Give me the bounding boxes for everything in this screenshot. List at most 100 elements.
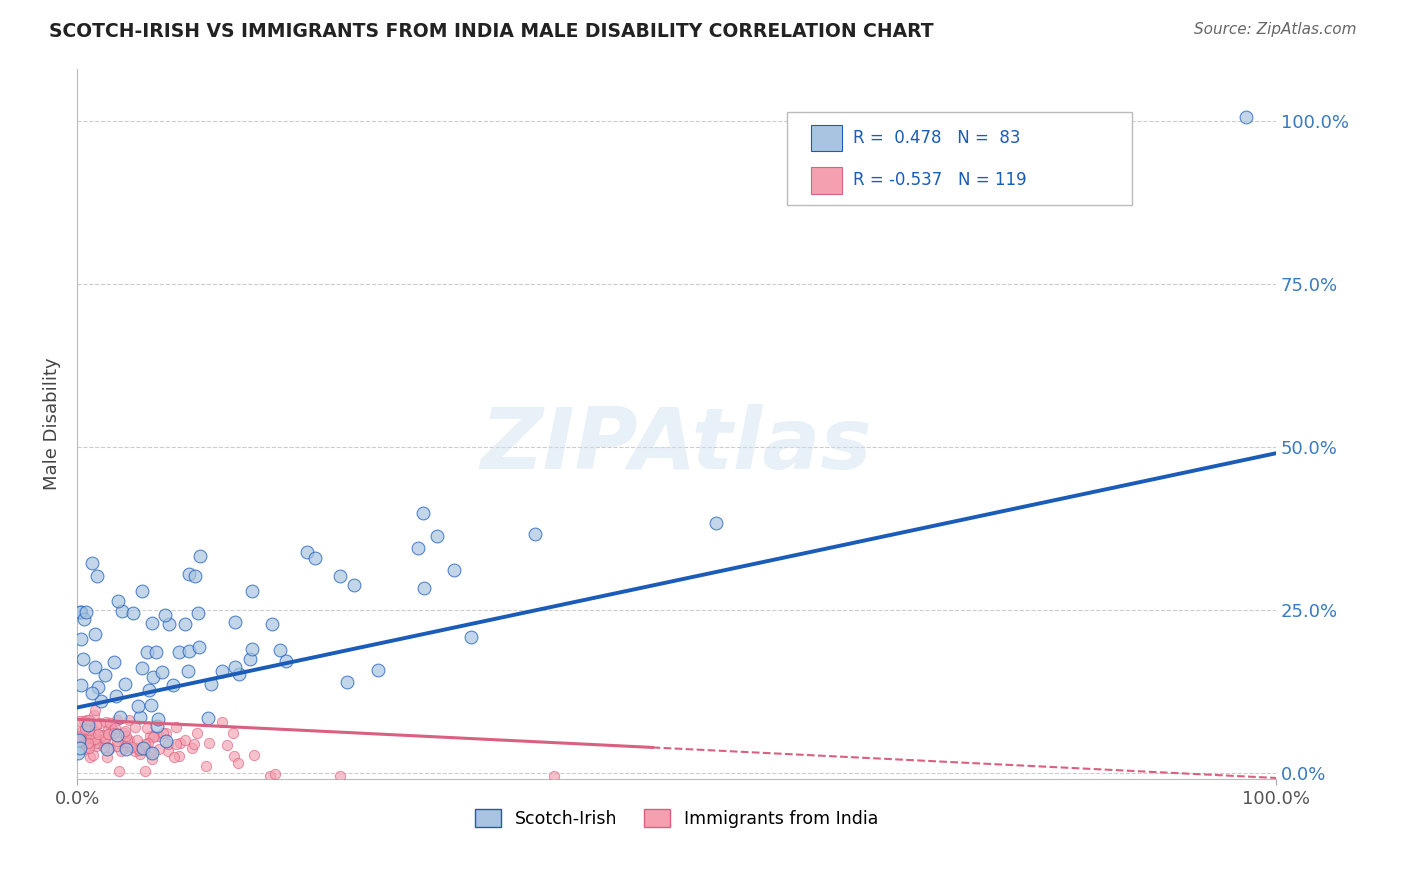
Point — [83, 626, 105, 640]
Point — [138, 744, 160, 758]
Point — [96, 742, 118, 756]
Point — [122, 606, 145, 620]
Point — [128, 710, 150, 724]
Point — [124, 743, 146, 757]
Point — [200, 677, 222, 691]
Point — [259, 769, 281, 783]
Point — [84, 731, 107, 746]
Point — [157, 616, 180, 631]
Point — [148, 713, 170, 727]
Point — [79, 736, 101, 750]
Point — [523, 526, 546, 541]
Point — [183, 569, 205, 583]
Point — [114, 735, 136, 749]
Point — [197, 736, 219, 750]
Point — [129, 747, 152, 761]
Point — [145, 719, 167, 733]
Point — [89, 716, 111, 731]
Point — [460, 630, 482, 644]
Point — [94, 714, 117, 729]
Text: ZIPAtlas: ZIPAtlas — [481, 404, 872, 487]
Point — [70, 605, 93, 619]
Point — [141, 615, 163, 630]
Point — [138, 737, 160, 751]
Point — [72, 651, 94, 665]
Point — [142, 669, 165, 683]
Point — [304, 551, 326, 566]
Point — [96, 750, 118, 764]
Point — [87, 680, 110, 694]
Point — [141, 752, 163, 766]
Point — [152, 726, 174, 740]
Point — [83, 708, 105, 723]
Point — [295, 545, 318, 559]
Point — [329, 769, 352, 783]
Point — [224, 659, 246, 673]
Point — [224, 615, 246, 629]
Point — [121, 739, 143, 754]
Point — [134, 764, 156, 779]
Point — [79, 726, 101, 740]
Point — [98, 715, 121, 730]
Point — [73, 742, 96, 756]
Point — [75, 723, 97, 737]
Point — [274, 654, 297, 668]
Point — [243, 747, 266, 762]
Point — [89, 694, 111, 708]
Point — [142, 729, 165, 743]
Point — [80, 556, 103, 570]
Point — [114, 723, 136, 738]
Point — [195, 759, 218, 773]
Point — [187, 640, 209, 655]
Point — [115, 729, 138, 743]
Point — [105, 734, 128, 748]
Point — [262, 617, 284, 632]
Point — [70, 632, 93, 647]
Point — [103, 721, 125, 735]
Point — [177, 566, 200, 581]
Point — [82, 748, 104, 763]
Point — [269, 643, 291, 657]
Point — [138, 682, 160, 697]
Point — [73, 725, 96, 739]
Point — [76, 713, 98, 727]
Point — [112, 739, 135, 754]
Point — [100, 741, 122, 756]
Point — [75, 734, 97, 748]
Point — [127, 732, 149, 747]
Point — [406, 541, 429, 556]
Point — [94, 668, 117, 682]
Point — [110, 744, 132, 758]
Point — [1234, 111, 1257, 125]
Point — [139, 729, 162, 743]
Point — [224, 749, 246, 764]
Point — [329, 568, 352, 582]
Point — [177, 643, 200, 657]
Point — [221, 726, 243, 740]
Point — [90, 728, 112, 742]
Point — [127, 741, 149, 756]
Point — [83, 731, 105, 746]
Point — [69, 730, 91, 744]
Point — [67, 733, 90, 747]
Point — [155, 733, 177, 747]
Point — [239, 651, 262, 665]
Point — [128, 743, 150, 757]
Point — [187, 607, 209, 621]
Point — [228, 667, 250, 681]
Point — [141, 746, 163, 760]
Point — [76, 718, 98, 732]
Point — [156, 737, 179, 751]
Point — [114, 677, 136, 691]
Point — [73, 612, 96, 626]
Point — [148, 742, 170, 756]
Point — [115, 741, 138, 756]
Point — [105, 728, 128, 742]
Point — [426, 529, 449, 543]
Point — [131, 583, 153, 598]
Point — [136, 721, 159, 735]
Point — [240, 584, 263, 599]
Point — [141, 698, 163, 712]
Point — [114, 739, 136, 753]
Point — [79, 749, 101, 764]
